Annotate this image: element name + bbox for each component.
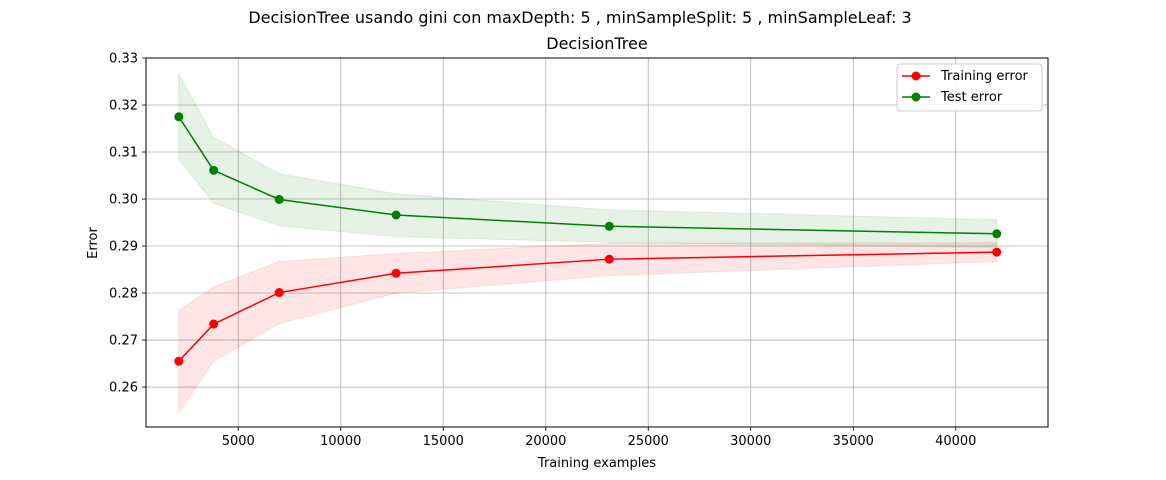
training-error-point xyxy=(992,247,1002,257)
x-tick-label: 25000 xyxy=(628,434,669,449)
x-axis-ticks: 5000 10000 15000 20000 25000 30000 35000 40000 xyxy=(222,427,976,449)
x-axis-label: Training examples xyxy=(537,456,656,471)
x-tick-label: 40000 xyxy=(935,434,976,449)
test-error-line xyxy=(178,116,997,235)
training-error-point xyxy=(391,268,401,278)
confidence-bands xyxy=(178,73,998,415)
test-error-point xyxy=(992,229,1002,239)
legend-label-training: Training error xyxy=(940,69,1029,84)
y-tick-label: 0.30 xyxy=(109,193,138,208)
y-tick-label: 0.33 xyxy=(109,52,138,67)
y-axis-label: Error xyxy=(86,227,101,259)
legend-label-test: Test error xyxy=(940,90,1003,105)
training-error-point xyxy=(274,288,284,298)
y-tick-label: 0.29 xyxy=(109,240,138,255)
test-error-point xyxy=(391,210,401,220)
test-error-point xyxy=(209,165,219,175)
grid xyxy=(146,57,1048,427)
training-error-point xyxy=(209,319,219,329)
legend: Training error Test error xyxy=(896,63,1043,112)
legend-marker-test xyxy=(911,92,921,102)
y-tick-label: 0.32 xyxy=(109,99,138,114)
y-axis-ticks: 0.26 0.27 0.28 0.29 0.30 0.31 0.32 0.33 xyxy=(109,52,146,396)
chart-title: DecisionTree xyxy=(546,34,647,53)
figure-suptitle: DecisionTree usando gini con maxDepth: 5… xyxy=(248,8,911,27)
x-tick-label: 30000 xyxy=(730,434,771,449)
x-tick-label: 10000 xyxy=(320,434,361,449)
x-tick-label: 5000 xyxy=(222,434,255,449)
series-markers xyxy=(174,112,1002,366)
y-tick-label: 0.31 xyxy=(109,146,138,161)
test-error-band xyxy=(178,73,998,248)
x-tick-label: 15000 xyxy=(423,434,464,449)
y-tick-label: 0.26 xyxy=(109,381,138,396)
training-error-point xyxy=(174,356,184,366)
y-tick-label: 0.28 xyxy=(109,287,138,302)
x-tick-label: 35000 xyxy=(833,434,874,449)
training-error-line xyxy=(178,251,997,362)
series-lines xyxy=(178,116,997,362)
test-error-point xyxy=(174,112,184,122)
training-error-point xyxy=(604,254,614,264)
test-error-point xyxy=(274,194,284,204)
training-error-band xyxy=(178,242,998,415)
plot-area-frame xyxy=(145,57,1049,428)
x-tick-label: 20000 xyxy=(525,434,566,449)
y-tick-label: 0.27 xyxy=(109,334,138,349)
legend-box xyxy=(896,63,1043,112)
test-error-point xyxy=(604,221,614,231)
legend-marker-training xyxy=(911,71,921,81)
